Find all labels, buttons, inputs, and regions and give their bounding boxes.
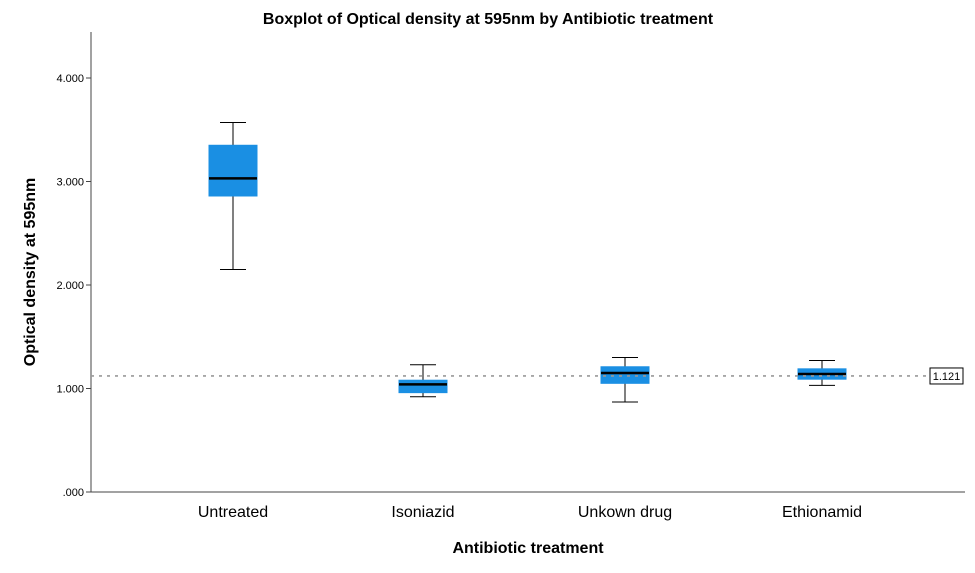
- y-tick-label: 3.000: [56, 177, 84, 189]
- x-tick-label: Unkown drug: [578, 504, 672, 521]
- box: [398, 379, 448, 394]
- x-tick-label: Isoniazid: [391, 504, 454, 521]
- reference-line-label: 1.121: [933, 371, 961, 383]
- x-tick-label: Ethionamid: [782, 504, 862, 521]
- y-axis-label: Optical density at 595nm: [22, 178, 39, 367]
- y-tick-label: 4.000: [56, 73, 84, 85]
- x-axis-label: Antibiotic treatment: [452, 540, 604, 557]
- chart-title: Boxplot of Optical density at 595nm by A…: [263, 11, 714, 28]
- y-tick-label: .000: [63, 487, 84, 499]
- y-tick-label: 2.000: [56, 280, 84, 292]
- reference-label-box: [929, 367, 964, 385]
- x-tick-label: Untreated: [198, 504, 268, 521]
- box: [208, 144, 258, 197]
- plot-area: .000 1.000 2.000 3.000 4.000 Untreated Isoniaz…: [56, 73, 964, 521]
- y-tick-label: 1.000: [56, 384, 84, 396]
- box: [600, 366, 650, 384]
